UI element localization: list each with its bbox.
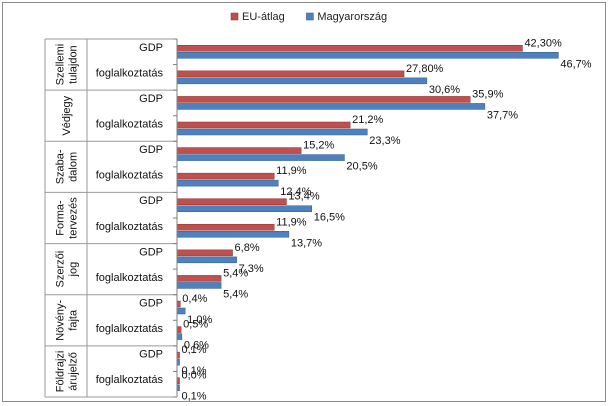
group-label: jog bbox=[68, 262, 80, 278]
data-label-eu: 42,30% bbox=[524, 37, 562, 49]
group-label: árujelző bbox=[68, 352, 80, 391]
group-label: Védjegy bbox=[61, 95, 73, 135]
category-label: foglalkoztatás bbox=[96, 67, 164, 79]
data-label-eu: 15,2% bbox=[303, 140, 334, 152]
category-label: GDP bbox=[139, 42, 163, 54]
bar-hu bbox=[177, 206, 312, 212]
category-label: GDP bbox=[139, 298, 163, 310]
category-label: GDP bbox=[139, 246, 163, 258]
data-label-hu: 37,7% bbox=[487, 109, 518, 121]
bar-eu bbox=[177, 96, 470, 102]
data-label-eu: 0,5% bbox=[183, 319, 208, 331]
category-label: foglalkoztatás bbox=[96, 221, 164, 233]
bar-eu bbox=[177, 275, 221, 281]
bar-eu bbox=[177, 148, 301, 154]
data-label-hu: 46,7% bbox=[560, 58, 591, 70]
legend-label-hu: Magyarország bbox=[317, 11, 387, 23]
bar-hu bbox=[177, 282, 221, 288]
group-label: Földrajzi bbox=[55, 351, 67, 393]
category-label: foglalkoztatás bbox=[96, 323, 164, 335]
data-label-eu: 0,4% bbox=[182, 293, 207, 305]
bar-eu bbox=[177, 327, 181, 333]
bar-eu bbox=[177, 173, 274, 179]
bar-eu bbox=[177, 250, 233, 256]
bar-hu bbox=[177, 103, 485, 109]
group-label: Szaba- bbox=[55, 149, 67, 184]
group-label: fajta bbox=[68, 309, 80, 331]
bar-hu bbox=[177, 334, 182, 340]
data-label-eu: 11,9% bbox=[276, 165, 307, 177]
data-label-hu: 0,1% bbox=[182, 391, 207, 403]
bar-hu bbox=[177, 231, 289, 237]
data-label-eu: 21,2% bbox=[352, 114, 383, 126]
data-label-hu: 16,5% bbox=[314, 212, 345, 224]
category-label: foglalkoztatás bbox=[96, 170, 164, 182]
data-label-eu: 11,9% bbox=[276, 216, 307, 228]
category-label: GDP bbox=[139, 144, 163, 156]
bar-hu bbox=[177, 52, 558, 58]
bar-eu bbox=[177, 199, 286, 205]
data-label-eu: 0,1% bbox=[182, 344, 207, 356]
data-label-eu: 35,9% bbox=[472, 88, 503, 100]
category-label: GDP bbox=[139, 93, 163, 105]
group-label: dalom bbox=[68, 152, 80, 182]
data-label-hu: 30,6% bbox=[429, 84, 460, 96]
group-label: Növény- bbox=[55, 299, 67, 340]
bar-hu bbox=[177, 129, 367, 135]
bar-eu bbox=[177, 224, 274, 230]
data-label-hu: 20,5% bbox=[346, 161, 377, 173]
group-label: Szerzői bbox=[55, 251, 67, 288]
group-label: tervezés bbox=[68, 197, 80, 239]
bar-hu bbox=[177, 180, 278, 186]
data-label-eu: 5,4% bbox=[223, 267, 248, 279]
group-label: Forma- bbox=[55, 200, 67, 236]
category-label: foglalkoztatás bbox=[96, 272, 164, 284]
category-label: GDP bbox=[139, 349, 163, 361]
bar-eu bbox=[177, 45, 522, 51]
group-label: Szellemi bbox=[55, 44, 67, 86]
category-label: foglalkoztatás bbox=[96, 119, 164, 131]
category-label: foglalkoztatás bbox=[96, 374, 164, 386]
bar-eu bbox=[177, 71, 404, 77]
bar-hu bbox=[177, 257, 237, 263]
legend-label-eu: EU-átlag bbox=[242, 11, 285, 23]
bar-hu bbox=[177, 78, 427, 84]
data-label-eu: 6,8% bbox=[235, 242, 260, 254]
data-label-eu: 13,4% bbox=[288, 191, 319, 203]
data-label-eu: 27,80% bbox=[406, 63, 444, 75]
bar-chart: EU-átlag Magyarország Szellemitulajdon GDP 4… bbox=[3, 3, 607, 403]
data-label-hu: 23,3% bbox=[369, 135, 400, 147]
legend-swatch-eu bbox=[231, 13, 238, 20]
category-label: GDP bbox=[139, 195, 163, 207]
bar-hu bbox=[177, 155, 344, 161]
legend-swatch-hu bbox=[306, 13, 313, 20]
group-label: tulajdon bbox=[68, 45, 80, 84]
chart-frame: EU-átlag Magyarország Szellemitulajdon GDP 4… bbox=[2, 2, 606, 402]
data-label-hu: 5,4% bbox=[223, 288, 248, 300]
bar-hu bbox=[177, 308, 185, 314]
data-label-hu: 13,7% bbox=[291, 237, 322, 249]
data-label-eu: 0,0% bbox=[182, 370, 207, 382]
bar-eu bbox=[177, 122, 350, 128]
